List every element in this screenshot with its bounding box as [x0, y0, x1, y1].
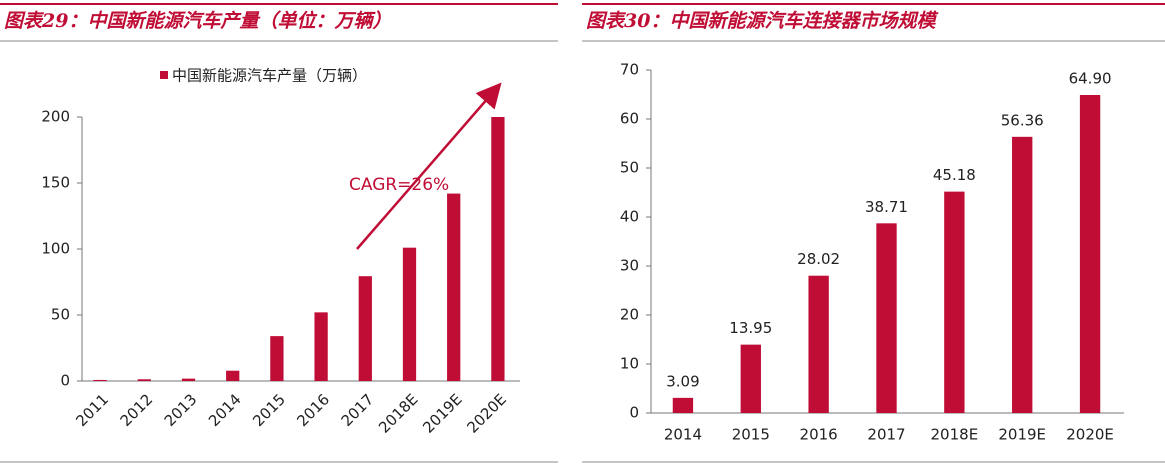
y-tick-label: 60: [620, 110, 639, 128]
legend-label: 中国新能源汽车产量（万辆）: [172, 67, 367, 85]
y-tick-label: 10: [620, 355, 639, 373]
bar: [876, 223, 897, 413]
y-tick-label: 100: [41, 240, 70, 258]
x-tick-label: 2014: [664, 426, 702, 444]
x-tick-label: 2015: [732, 426, 770, 444]
bar: [181, 378, 196, 381]
bar: [1012, 136, 1033, 413]
value-label: 13.95: [729, 319, 772, 337]
bar: [491, 117, 505, 381]
x-tick-label: 2014: [205, 390, 245, 430]
bar: [1079, 94, 1101, 414]
value-label: 28.02: [797, 250, 840, 268]
bar: [808, 275, 829, 413]
bar: [402, 247, 417, 381]
x-tick-label: 2011: [72, 390, 112, 430]
x-tick-label: 2019E: [998, 426, 1046, 444]
y-tick-label: 30: [620, 257, 639, 275]
x-tick-label: 2016: [800, 426, 838, 444]
bar: [226, 370, 240, 381]
value-label: 64.90: [1069, 69, 1112, 87]
value-label: 38.71: [865, 198, 908, 216]
chart-title: 图表29：中国新能源汽车产量（单位：万辆）: [4, 10, 391, 32]
y-tick-label: 70: [620, 61, 639, 79]
y-tick-label: 0: [629, 404, 639, 422]
x-tick-label: 2020E: [463, 390, 509, 436]
y-tick-label: 20: [620, 306, 639, 324]
x-tick-label: 2017: [338, 390, 378, 430]
value-label: 45.18: [933, 166, 976, 184]
y-tick-label: 50: [620, 159, 639, 177]
bar: [447, 193, 461, 381]
x-tick-label: 2012: [117, 390, 157, 430]
bar: [672, 397, 694, 413]
bar: [314, 312, 328, 381]
bar: [137, 379, 151, 381]
y-tick-label: 0: [60, 372, 70, 390]
bar: [93, 379, 107, 381]
value-label: 3.09: [666, 372, 699, 390]
chart-title: 图表30：中国新能源汽车连接器市场规模: [586, 10, 939, 32]
x-tick-label: 2013: [161, 390, 201, 430]
bar: [740, 344, 761, 413]
x-tick-label: 2015: [249, 390, 289, 430]
y-tick-label: 40: [620, 208, 639, 226]
x-tick-label: 2018E: [931, 426, 979, 444]
bar: [358, 276, 372, 381]
y-tick-label: 150: [41, 174, 70, 192]
y-tick-label: 50: [51, 306, 70, 324]
x-tick-label: 2016: [293, 390, 333, 430]
y-tick-label: 200: [41, 108, 70, 126]
trend-arrow: [356, 82, 502, 250]
x-tick-label: 2019E: [419, 390, 465, 436]
bar: [270, 336, 284, 381]
legend-swatch: [160, 71, 168, 79]
annotation: CAGR=26%: [349, 175, 449, 195]
x-tick-label: 2020E: [1066, 426, 1114, 444]
value-label: 56.36: [1001, 111, 1044, 129]
bar: [944, 191, 965, 413]
x-tick-label: 2018E: [375, 390, 421, 436]
x-tick-label: 2017: [867, 426, 905, 444]
